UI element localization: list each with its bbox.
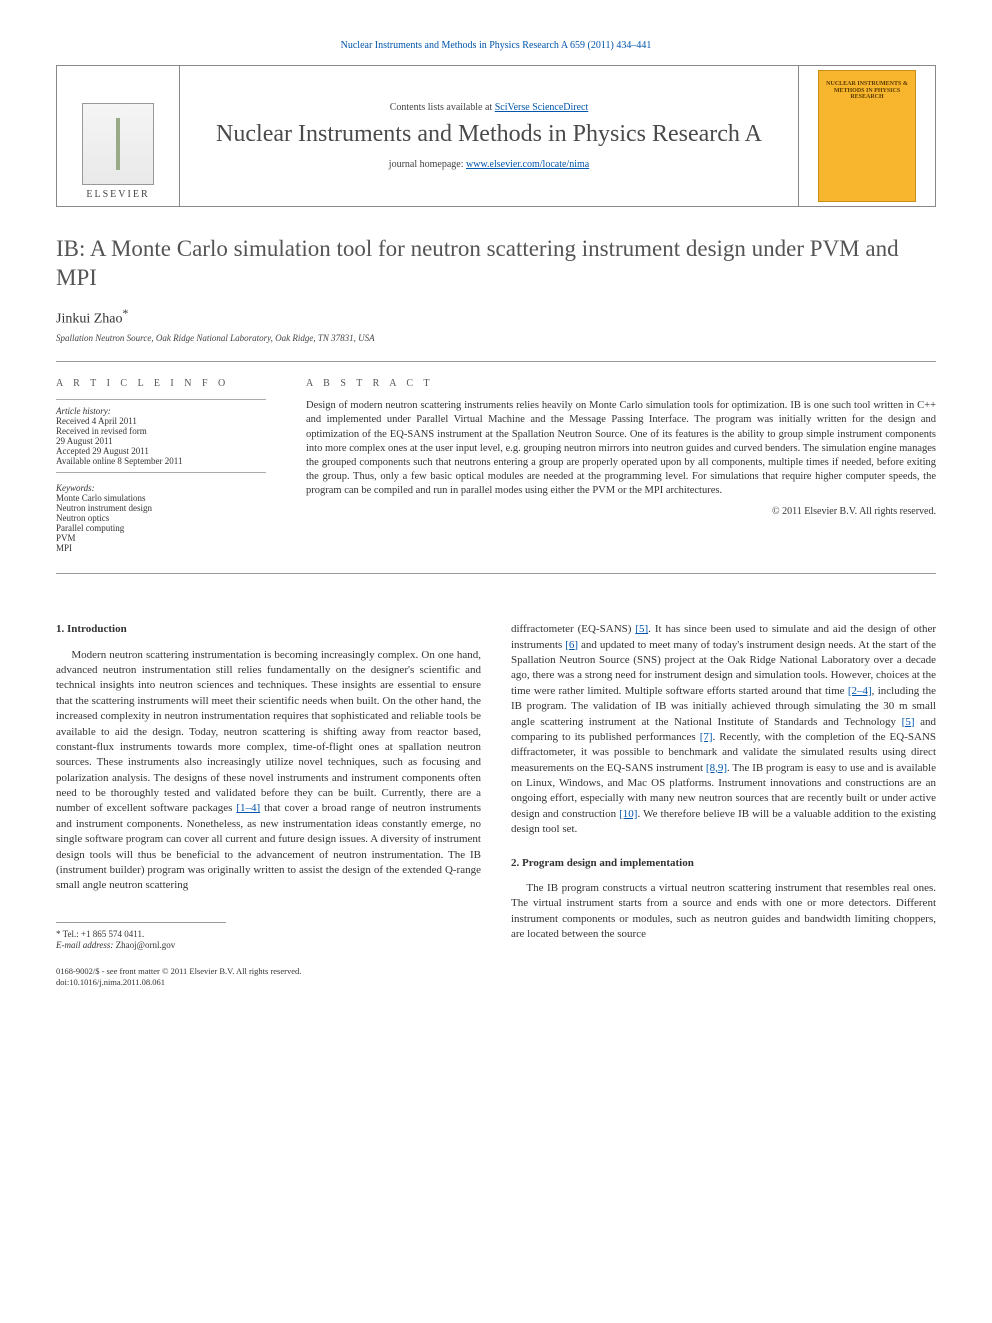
ref-link[interactable]: [1–4] (236, 802, 260, 814)
body-text: Modern neutron scattering instrumentatio… (56, 649, 481, 815)
abstract-text: Design of modern neutron scattering inst… (306, 399, 936, 498)
author-line: Jinkui Zhao* (56, 307, 936, 328)
email-label: E-mail address: (56, 940, 116, 950)
journal-name: Nuclear Instruments and Methods in Physi… (196, 121, 782, 149)
journal-header: ELSEVIER Contents lists available at Sci… (56, 65, 936, 207)
article-title: IB: A Monte Carlo simulation tool for ne… (56, 235, 936, 293)
page: Nuclear Instruments and Methods in Physi… (0, 0, 992, 1036)
journal-title-block: Contents lists available at SciVerse Sci… (179, 66, 799, 206)
ref-link[interactable]: [10] (619, 808, 637, 820)
info-divider-1 (56, 399, 266, 400)
ref-link[interactable]: [6] (565, 639, 578, 651)
body-text: diffractometer (EQ-SANS) (511, 623, 635, 635)
abstract-head: A B S T R A C T (306, 378, 936, 389)
section-2-head: 2. Program design and implementation (511, 856, 936, 871)
contents-prefix: Contents lists available at (390, 102, 495, 113)
article-info-head: A R T I C L E I N F O (56, 378, 266, 389)
keyword: Neutron instrument design (56, 503, 266, 513)
column-left: 1. Introduction Modern neutron scatterin… (56, 622, 481, 988)
body-columns: 1. Introduction Modern neutron scatterin… (56, 622, 936, 988)
tel-value: +1 865 574 0411. (81, 929, 144, 939)
tel-label: * Tel.: (56, 929, 81, 939)
abstract-block: A B S T R A C T Design of modern neutron… (306, 378, 936, 553)
keyword: MPI (56, 543, 266, 553)
keyword: Monte Carlo simulations (56, 493, 266, 503)
ref-link[interactable]: [2–4] (848, 685, 872, 697)
homepage-prefix: journal homepage: (389, 159, 466, 170)
footnote-block: * Tel.: +1 865 574 0411. E-mail address:… (56, 922, 226, 952)
history-line: Accepted 29 August 2011 (56, 446, 266, 456)
publisher-logo-block: ELSEVIER (57, 66, 179, 206)
publisher-name: ELSEVIER (86, 189, 149, 200)
section-1-para-cont: diffractometer (EQ-SANS) [5]. It has sin… (511, 622, 936, 837)
journal-homepage-line: journal homepage: www.elsevier.com/locat… (389, 159, 589, 170)
doi-line: doi:10.1016/j.nima.2011.08.061 (56, 977, 481, 988)
journal-cover-icon: NUCLEAR INSTRUMENTS & METHODS IN PHYSICS… (818, 70, 916, 202)
section-1-head: 1. Introduction (56, 622, 481, 637)
cover-thumb-block: NUCLEAR INSTRUMENTS & METHODS IN PHYSICS… (799, 66, 935, 206)
corr-tel-line: * Tel.: +1 865 574 0411. (56, 929, 226, 941)
ref-link[interactable]: [8,9] (706, 762, 727, 774)
ref-link[interactable]: [5] (635, 623, 648, 635)
ref-link[interactable]: [7] (700, 731, 713, 743)
contents-lists-line: Contents lists available at SciVerse Sci… (390, 102, 589, 113)
keyword: PVM (56, 533, 266, 543)
issn-line: 0168-9002/$ - see front matter © 2011 El… (56, 966, 481, 977)
sciencedirect-link[interactable]: SciVerse ScienceDirect (495, 102, 589, 113)
author-corr-mark-icon: * (123, 307, 129, 320)
cover-title-text: NUCLEAR INSTRUMENTS & METHODS IN PHYSICS… (819, 81, 915, 101)
article-info-block: A R T I C L E I N F O Article history: R… (56, 378, 266, 553)
meta-abstract-row: A R T I C L E I N F O Article history: R… (56, 362, 936, 573)
issn-doi-block: 0168-9002/$ - see front matter © 2011 El… (56, 966, 481, 988)
history-line: Available online 8 September 2011 (56, 456, 266, 466)
author-name: Jinkui Zhao (56, 311, 123, 326)
ref-link[interactable]: [5] (902, 716, 915, 728)
column-right: diffractometer (EQ-SANS) [5]. It has sin… (511, 622, 936, 988)
info-divider-2 (56, 472, 266, 473)
elsevier-tree-icon (82, 103, 154, 185)
rule-bottom (56, 573, 936, 574)
keyword: Parallel computing (56, 523, 266, 533)
history-line: Received 4 April 2011 (56, 416, 266, 426)
history-line: Received in revised form (56, 426, 266, 436)
keyword: Neutron optics (56, 513, 266, 523)
history-label: Article history: (56, 406, 111, 416)
section-1-para: Modern neutron scattering instrumentatio… (56, 648, 481, 894)
affiliation: Spallation Neutron Source, Oak Ridge Nat… (56, 333, 936, 343)
body-text: that cover a broad range of neutron inst… (56, 802, 481, 891)
journal-homepage-link[interactable]: www.elsevier.com/locate/nima (466, 159, 589, 170)
history-line: 29 August 2011 (56, 436, 266, 446)
top-citation[interactable]: Nuclear Instruments and Methods in Physi… (56, 40, 936, 51)
section-2-para: The IB program constructs a virtual neut… (511, 881, 936, 943)
keywords-label: Keywords: (56, 483, 266, 493)
corr-email-line: E-mail address: Zhaoj@ornl.gov (56, 940, 226, 952)
abstract-copyright: © 2011 Elsevier B.V. All rights reserved… (306, 506, 936, 517)
email-value: Zhaoj@ornl.gov (116, 940, 176, 950)
